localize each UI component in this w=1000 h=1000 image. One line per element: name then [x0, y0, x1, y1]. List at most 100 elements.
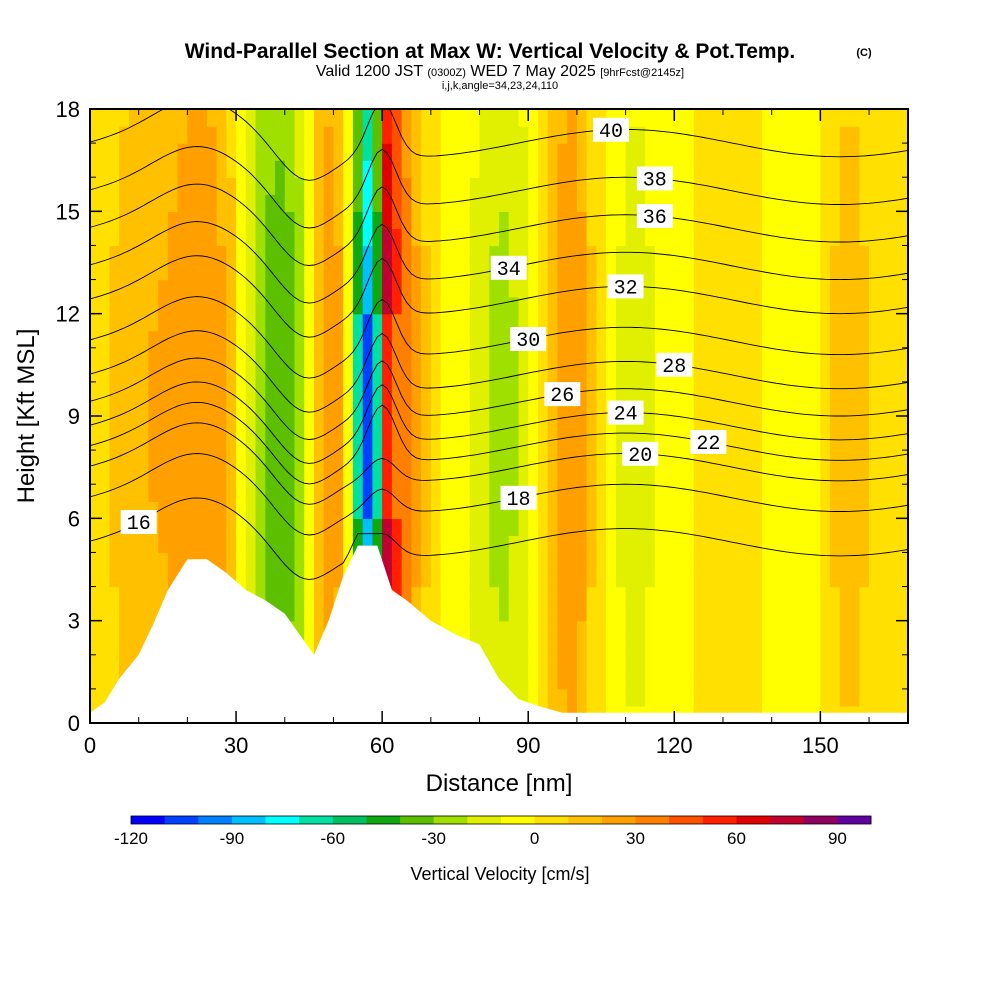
- field-cell: [245, 552, 257, 571]
- field-cell: [538, 603, 549, 622]
- field-cell: [255, 569, 266, 588]
- field-cell: [119, 603, 130, 622]
- field-cell: [304, 347, 315, 366]
- field-cell: [99, 552, 110, 571]
- field-cell: [275, 569, 286, 588]
- field-cell: [781, 620, 792, 639]
- field-cell: [684, 262, 695, 281]
- field-cell: [148, 313, 159, 332]
- field-cell: [849, 296, 860, 315]
- field-cell: [440, 586, 451, 605]
- field-cell: [421, 569, 432, 588]
- field-cell: [781, 569, 792, 588]
- field-cell: [761, 569, 773, 588]
- field-cell: [187, 160, 198, 178]
- field-cell: [226, 535, 237, 554]
- field-cell: [625, 313, 636, 332]
- field-cell: [606, 160, 617, 178]
- field-cell: [567, 330, 578, 349]
- field-cell: [859, 262, 870, 281]
- field-cell: [538, 688, 549, 707]
- terrain: [90, 545, 908, 723]
- field-cell: [479, 143, 490, 161]
- field-cell: [742, 347, 753, 366]
- field-cell: [596, 620, 607, 639]
- field-cell: [275, 398, 286, 417]
- field-cell: [148, 569, 159, 588]
- field-cell: [518, 586, 529, 605]
- field-cell: [713, 484, 724, 502]
- field-cell: [430, 228, 442, 247]
- field-cell: [99, 637, 110, 656]
- field-cell: [440, 416, 451, 434]
- field-cell: [421, 364, 432, 383]
- field-cell: [294, 586, 305, 605]
- field-cell: [138, 126, 149, 144]
- field-cell: [362, 518, 373, 536]
- chart-title: Wind-Parallel Section at Max W: Vertical…: [185, 40, 796, 63]
- field-cell: [167, 194, 179, 212]
- field-cell: [781, 330, 792, 349]
- field-cell: [557, 245, 568, 264]
- field-cell: [557, 416, 568, 434]
- field-cell: [723, 535, 734, 554]
- field-cell: [547, 211, 558, 229]
- field-cell: [791, 603, 802, 622]
- field-cell: [606, 654, 617, 673]
- field-cell: [888, 296, 899, 315]
- field-cell: [275, 126, 286, 144]
- field-cell: [839, 228, 851, 247]
- field-cell: [236, 381, 247, 400]
- field-cell: [343, 126, 354, 144]
- field-cell: [615, 194, 627, 212]
- field-cell: [878, 569, 890, 588]
- field-cell: [284, 126, 296, 144]
- field-cell: [294, 211, 305, 229]
- field-cell: [723, 467, 734, 485]
- field-cell: [284, 535, 296, 554]
- field-cell: [830, 671, 841, 690]
- field-cell: [362, 160, 373, 178]
- field-cell: [167, 381, 179, 400]
- field-cell: [538, 586, 549, 605]
- field-cell: [645, 484, 656, 502]
- field-cell: [518, 620, 529, 639]
- field-cell: [674, 552, 685, 571]
- field-cell: [732, 330, 743, 349]
- field-cell: [557, 620, 568, 639]
- field-cell: [518, 467, 529, 485]
- field-cell: [372, 262, 383, 281]
- field-cell: [469, 518, 481, 536]
- field-cell: [401, 126, 412, 144]
- field-cell: [674, 398, 685, 417]
- field-cell: [255, 313, 266, 332]
- field-cell: [713, 552, 724, 571]
- field-cell: [333, 467, 344, 485]
- field-cell: [703, 552, 714, 571]
- field-cell: [693, 245, 705, 264]
- field-cell: [567, 688, 578, 707]
- field-cell: [674, 279, 685, 298]
- field-cell: [839, 126, 851, 144]
- field-cell: [898, 671, 908, 690]
- field-cell: [557, 364, 568, 383]
- field-cell: [693, 398, 705, 417]
- field-cell: [362, 501, 373, 519]
- field-cell: [469, 160, 481, 178]
- field-cell: [859, 433, 870, 451]
- field-cell: [333, 330, 344, 349]
- field-cell: [411, 433, 422, 451]
- field-cell: [294, 603, 305, 622]
- field-cell: [576, 109, 588, 127]
- field-cell: [820, 364, 831, 383]
- field-cell: [635, 654, 646, 673]
- field-cell: [830, 143, 841, 161]
- field-cell: [508, 552, 519, 571]
- field-cell: [849, 620, 860, 639]
- field-cell: [197, 194, 208, 212]
- field-cell: [664, 552, 675, 571]
- field-cell: [538, 262, 549, 281]
- field-cell: [810, 313, 821, 332]
- field-cell: [547, 671, 558, 690]
- field-cell: [382, 177, 393, 195]
